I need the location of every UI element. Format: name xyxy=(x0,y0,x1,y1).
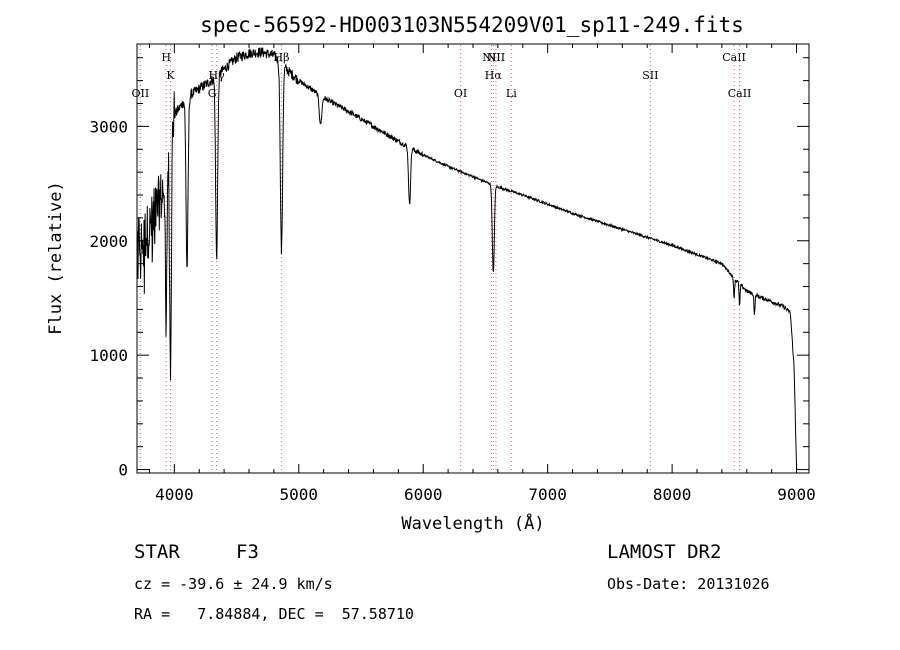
y-axis-label: Flux (relative) xyxy=(46,181,66,335)
line-marker-label: G xyxy=(208,87,217,100)
y-axis: 0 1000 2000 3000 xyxy=(89,57,809,480)
line-marker-label: Hα xyxy=(485,69,503,82)
spectrum-line xyxy=(137,47,798,470)
line-marker-label: H xyxy=(161,51,171,64)
x-axis-label: Wavelength (Å) xyxy=(401,512,544,534)
line-marker-label: OII xyxy=(132,87,150,100)
class-label: STAR xyxy=(134,541,180,563)
y-tick-label: 2000 xyxy=(89,232,128,251)
survey-label: LAMOST DR2 xyxy=(607,541,721,563)
line-marker-label: NII xyxy=(487,51,505,64)
x-tick-label: 7000 xyxy=(528,485,567,504)
x-tick-label: 8000 xyxy=(653,485,692,504)
y-tick-label: 0 xyxy=(118,461,128,480)
cz-label: cz = -39.6 ± 24.9 km/s xyxy=(134,575,333,593)
x-tick-label: 5000 xyxy=(280,485,319,504)
line-marker-label: SII xyxy=(642,69,658,82)
x-tick-label: 9000 xyxy=(777,485,816,504)
x-axis: 4000 5000 6000 7000 8000 9000 xyxy=(148,44,816,504)
line-marker-label: Li xyxy=(506,87,517,100)
x-tick-label: 6000 xyxy=(404,485,443,504)
y-tick-label: 1000 xyxy=(89,346,128,365)
radec-label: RA = 7.84884, DEC = 57.58710 xyxy=(134,605,414,623)
y-tick-label: 3000 xyxy=(89,117,128,136)
obs-date-label: Obs-Date: 20131026 xyxy=(607,575,770,593)
line-marker-label: NII xyxy=(482,51,500,64)
x-tick-label: 4000 xyxy=(155,485,194,504)
line-marker-label: OI xyxy=(454,87,467,100)
chart-title: spec-56592-HD003103N554209V01_sp11-249.f… xyxy=(200,13,744,37)
line-marker-label: K xyxy=(166,69,175,82)
subclass-label: F3 xyxy=(236,541,259,563)
line-marker-label: CaII xyxy=(728,87,752,100)
line-marker-label: CaII xyxy=(722,51,746,64)
